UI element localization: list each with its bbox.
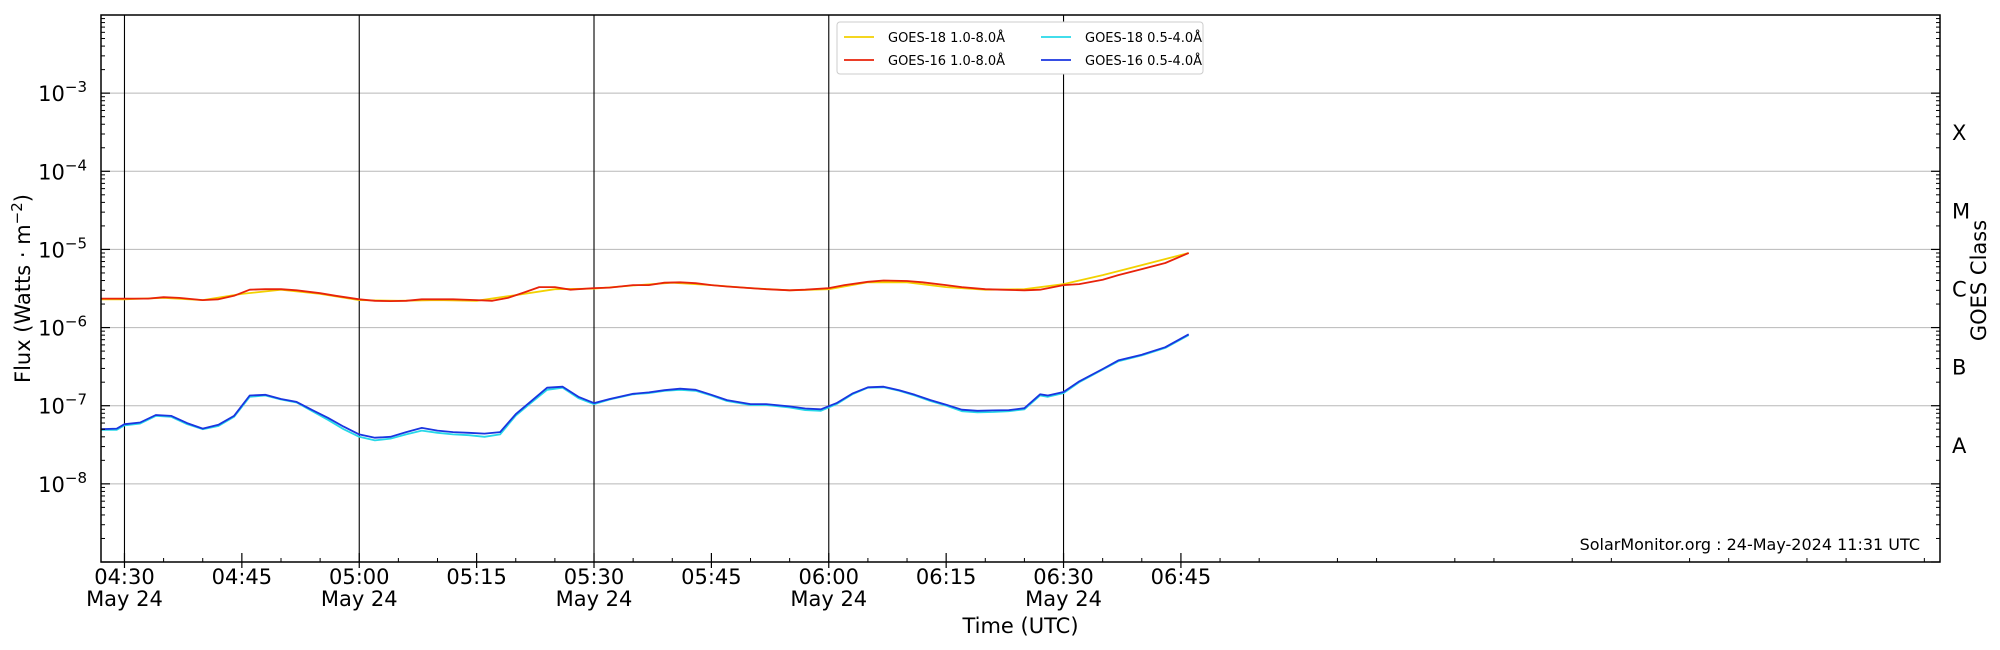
plot-frame <box>100 14 1941 563</box>
x-tick-label: 04:45 <box>212 565 273 589</box>
y-tick-label: 10−8 <box>38 469 87 497</box>
x-axis-title: Time (UTC) <box>961 614 1078 638</box>
credit-text: SolarMonitor.org : 24-May-2024 11:31 UTC <box>1580 535 1920 554</box>
legend-box <box>836 21 1204 75</box>
y-tick-exponent: −5 <box>65 234 87 252</box>
legend: GOES-18 1.0-8.0Å GOES-16 1.0-8.0Å GOES-18 … <box>836 21 1204 75</box>
series-line <box>100 333 1190 439</box>
y-tick-exponent: −4 <box>65 156 87 174</box>
goes-class-axis-title: GOES Class <box>1967 220 1991 341</box>
x-tick-date: May 24 <box>1025 587 1102 611</box>
x-tick-label: 05:00 <box>329 565 390 589</box>
x-tick-date: May 24 <box>790 587 867 611</box>
x-tick-date: May 24 <box>556 587 633 611</box>
y-tick-label: 10−5 <box>38 234 87 262</box>
goes-class-labels: A B C M X <box>1952 121 1970 458</box>
x-tick-label: 06:30 <box>1033 565 1094 589</box>
legend-entry-label: GOES-18 0.5-4.0Å <box>1085 30 1202 46</box>
x-tick-label: 06:15 <box>916 565 977 589</box>
x-tick-label: 06:00 <box>799 565 860 589</box>
y-tick-base: 10 <box>38 473 65 497</box>
legend-entry-label: GOES-18 1.0-8.0Å <box>888 30 1005 46</box>
legend-entry-label: GOES-16 1.0-8.0Å <box>888 53 1005 69</box>
series-line <box>101 334 1190 442</box>
y-tick-base: 10 <box>38 317 65 341</box>
y-tick-exponent: −6 <box>65 313 87 331</box>
y-tick-exponent: −3 <box>65 78 87 96</box>
y-tick-labels: 10−810−710−610−510−410−3 <box>38 78 87 497</box>
x-tick-label: 05:30 <box>564 565 625 589</box>
grid-lines <box>101 92 1940 485</box>
goes-class-label: M <box>1952 199 1970 223</box>
x-tick-label: 05:45 <box>681 565 742 589</box>
y-tick-exponent: −7 <box>65 391 87 409</box>
goes-class-label: B <box>1952 356 1966 380</box>
goes-class-label: C <box>1952 278 1967 302</box>
y-axis-title-text: Flux (Watts · m <box>11 224 35 383</box>
y-tick-base: 10 <box>38 395 65 419</box>
legend-entry-label: GOES-16 0.5-4.0Å <box>1085 53 1202 69</box>
goes-class-label: X <box>1952 121 1966 145</box>
y-tick-label: 10−3 <box>38 78 87 106</box>
x-tick-date: May 24 <box>86 587 163 611</box>
x-tick-label: 06:45 <box>1151 565 1212 589</box>
y-tick-label: 10−4 <box>38 156 87 184</box>
series-lines <box>100 252 1190 442</box>
y-axis-title-exponent: −2 <box>8 202 26 224</box>
series-line <box>101 252 1189 302</box>
y-tick-label: 10−6 <box>38 313 87 341</box>
y-axis-title-close: ) <box>11 194 35 202</box>
y-tick-exponent: −8 <box>65 469 87 487</box>
x-tick-date: May 24 <box>321 587 398 611</box>
x-tick-label: 04:30 <box>94 565 155 589</box>
series-line <box>101 252 1190 303</box>
y-tick-label: 10−7 <box>38 391 87 419</box>
y-tick-base: 10 <box>38 160 65 184</box>
y-axis-title: Flux (Watts · m−2) <box>8 194 35 383</box>
goes-class-label: A <box>1952 434 1967 458</box>
y-tick-base: 10 <box>38 82 65 106</box>
y-tick-base: 10 <box>38 238 65 262</box>
x-tick-label: 05:15 <box>446 565 507 589</box>
axis-ticks <box>101 18 1940 568</box>
